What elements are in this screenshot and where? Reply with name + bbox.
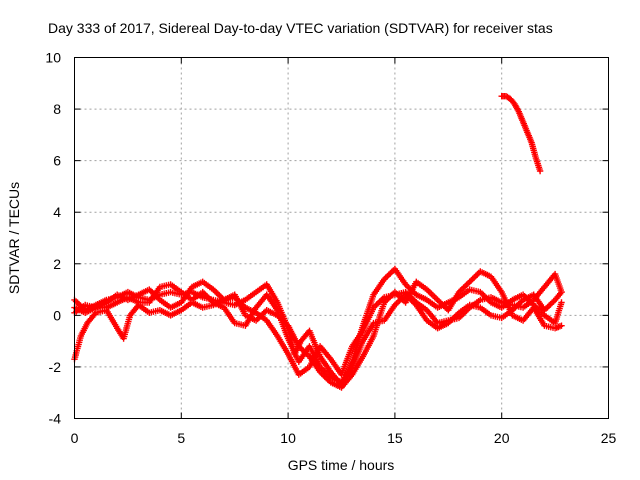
grid-lines: [74, 57, 609, 419]
data-points: [71, 93, 565, 391]
x-tick-labels: 0 5 10 15 20 25: [71, 430, 617, 446]
plot-frame: [74, 57, 609, 419]
data-point: [558, 299, 565, 306]
chart-title: Day 333 of 2017, Sidereal Day-to-day VTE…: [48, 20, 553, 36]
x-tick-label: 10: [280, 430, 296, 446]
y-tick-label: 6: [53, 153, 61, 169]
data-point: [536, 167, 544, 175]
series-track-5: [498, 93, 544, 175]
data-point: [558, 322, 565, 329]
x-tick-label: 5: [177, 430, 185, 446]
y-tick-label: 0: [53, 307, 61, 323]
x-tick-label: 25: [601, 430, 617, 446]
y-tick-label: 4: [53, 204, 61, 220]
y-tick-labels: -4 -2 0 2 4 6 8 10: [45, 50, 61, 427]
series-track-3: [71, 268, 565, 391]
series-track-4: [71, 281, 565, 386]
y-tick-label: -4: [49, 411, 62, 427]
y-axis-label: SDTVAR / TECUs: [6, 182, 22, 294]
y-tick-label: 2: [53, 256, 61, 272]
x-tick-label: 15: [387, 430, 403, 446]
x-tick-label: 0: [71, 430, 79, 446]
data-point: [558, 288, 565, 296]
y-tick-label: -2: [49, 359, 62, 375]
y-tick-label: 10: [45, 50, 61, 66]
axis-ticks: [74, 57, 609, 419]
x-tick-label: 20: [494, 430, 510, 446]
x-axis-label: GPS time / hours: [288, 457, 395, 473]
y-tick-label: 8: [53, 101, 61, 117]
